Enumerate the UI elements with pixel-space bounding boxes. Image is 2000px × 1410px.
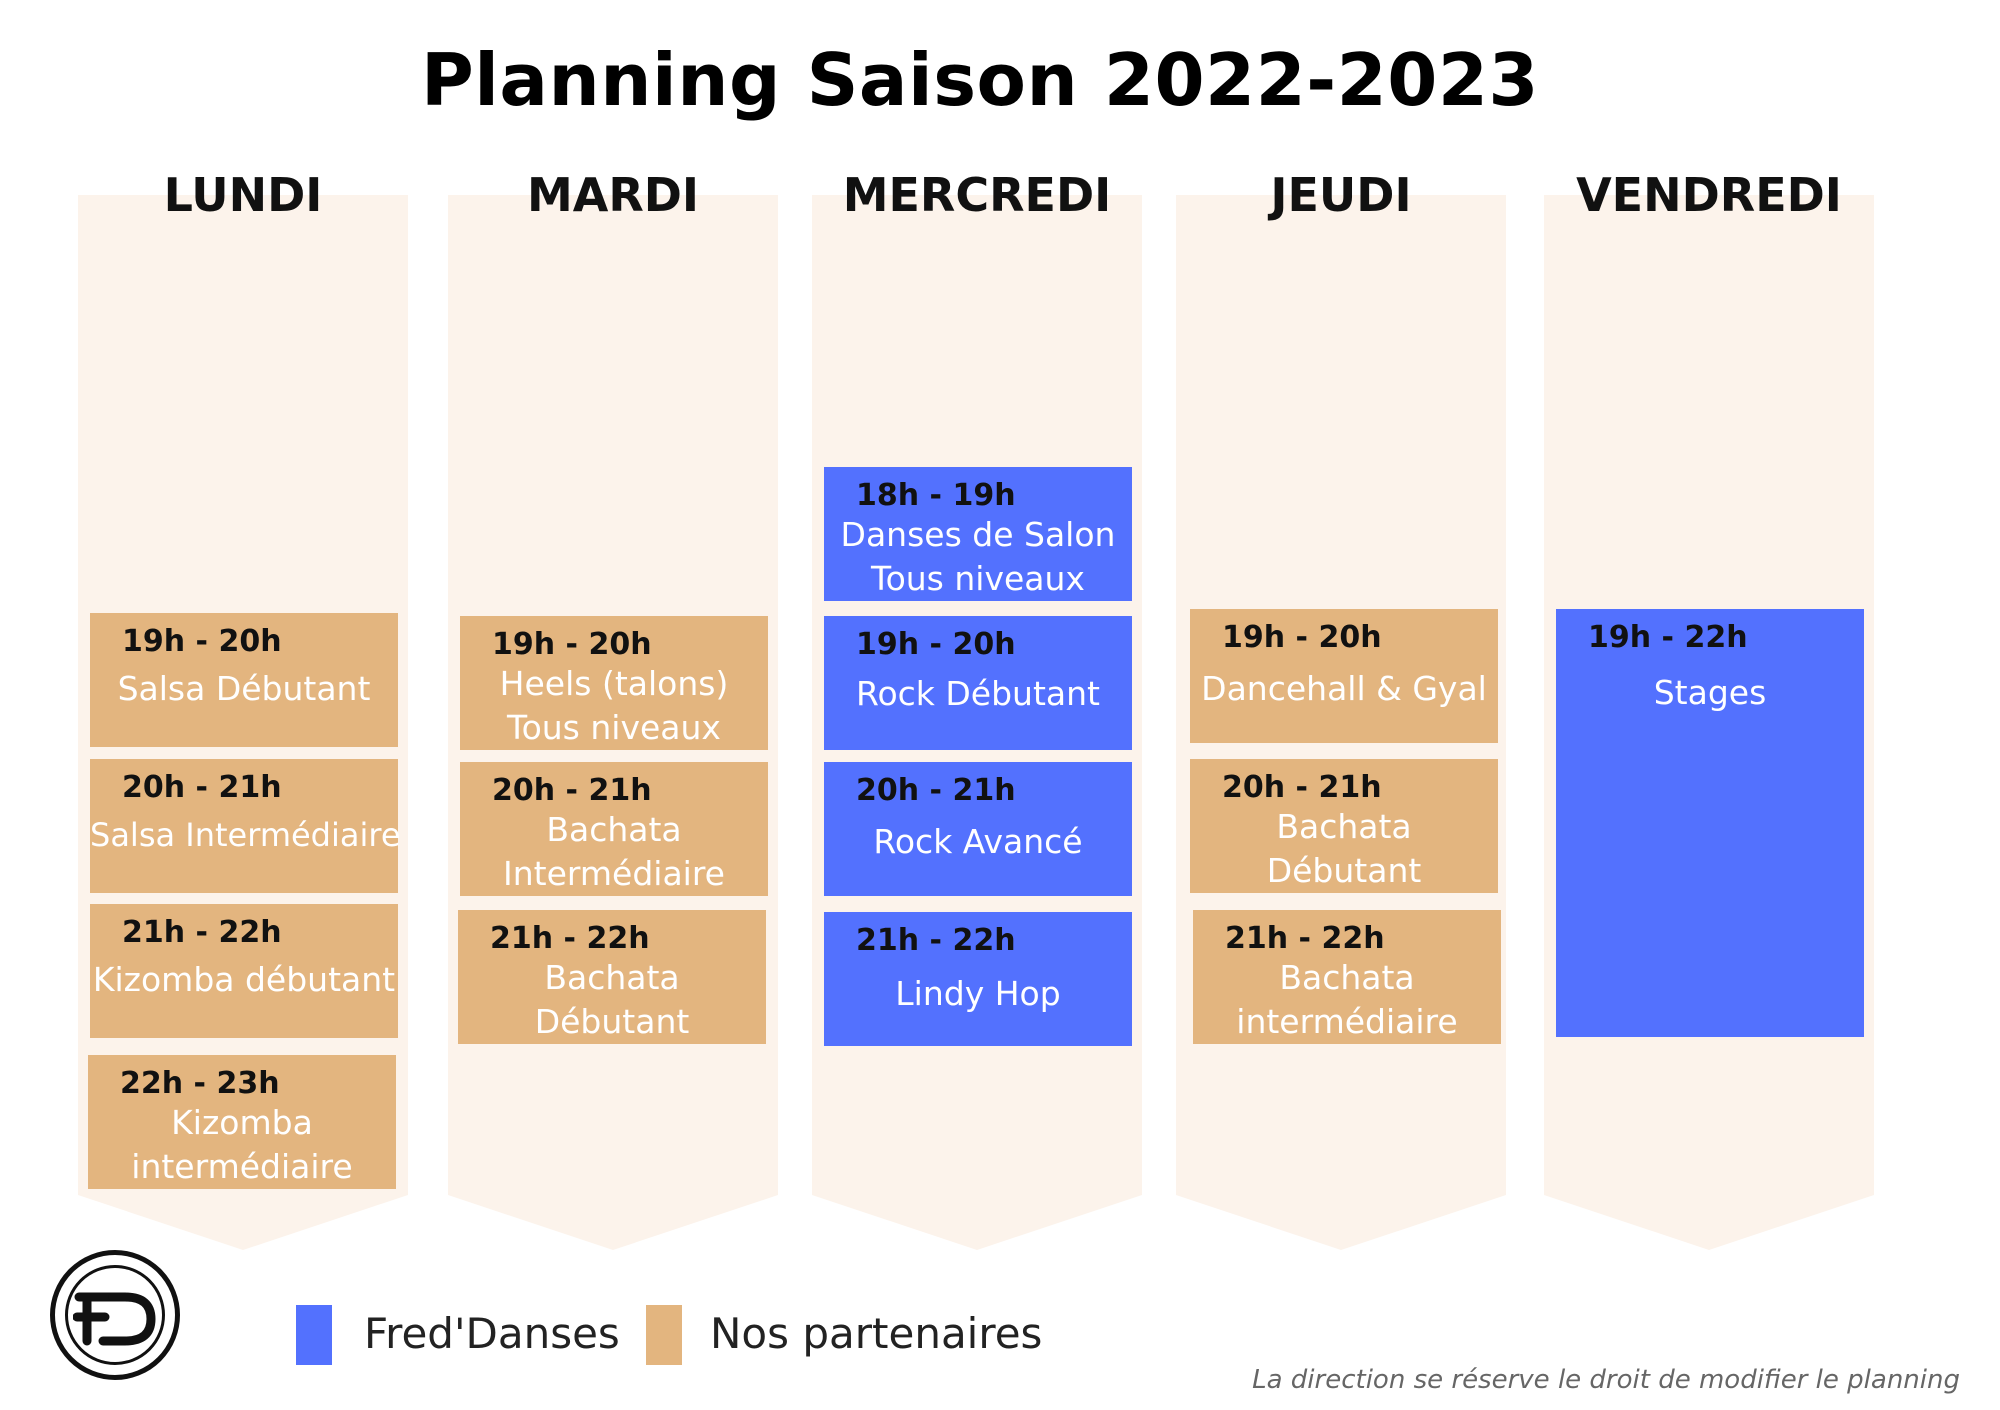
class-slot: 19h - 20h Salsa Débutant [90,613,398,747]
slot-class-name: Rock Avancé [873,822,1083,861]
legend-label-partner: Nos partenaires [710,1309,1043,1358]
day-header-mardi: MARDI [526,168,700,222]
legend-label-fred: Fred'Danses [364,1309,620,1358]
class-slot: 20h - 21h Bachata Débutant [1190,759,1498,893]
day-header-mercredi: MERCREDI [842,168,1112,222]
slot-class-name: Danses de Salon Tous niveaux [840,515,1116,598]
slot-class-name: Bachata Intermédiaire [503,810,725,893]
class-slot: 19h - 20h Rock Débutant [824,616,1132,750]
class-slot: 21h - 22h Lindy Hop [824,912,1132,1046]
slot-class-name: Heels (talons) Tous niveaux [499,664,729,747]
slot-time: 21h - 22h [490,921,650,956]
slot-class-name: Kizomba intermédiaire [131,1103,353,1186]
page-title: Planning Saison 2022-2023 [420,38,1540,122]
class-slot: 19h - 20h Heels (talons) Tous niveaux [460,616,768,750]
slot-time: 19h - 20h [1222,620,1382,655]
slot-time: 19h - 22h [1588,620,1748,655]
slot-time: 22h - 23h [120,1066,280,1101]
slot-class-name: Kizomba débutant [92,960,396,999]
slot-time: 20h - 21h [492,773,652,808]
slot-time: 21h - 22h [122,915,282,950]
slot-class-name: Stages [1653,673,1767,712]
slot-time: 19h - 20h [122,624,282,659]
slot-time: 20h - 21h [1222,770,1382,805]
slot-class-name: Dancehall & Gyal [1201,669,1487,708]
class-slot: 19h - 20h Dancehall & Gyal [1190,609,1498,743]
legend-swatch-fred [296,1305,332,1365]
slot-class-name: Lindy Hop [895,974,1061,1013]
slot-time: 19h - 20h [856,627,1016,662]
slot-time: 20h - 21h [856,773,1016,808]
class-slot: 21h - 22h Bachata intermédiaire [1193,910,1501,1044]
slot-class-name: Salsa Débutant [117,669,371,708]
slot-class-name: Salsa Intermédiaire [90,816,401,854]
day-header-lundi: LUNDI [163,168,323,222]
slot-time: 20h - 21h [122,770,282,805]
day-header-jeudi: JEUDI [1270,168,1412,222]
class-slot: 21h - 22h Kizomba débutant [90,904,398,1038]
slot-time: 19h - 20h [492,627,652,662]
disclaimer-note: La direction se réserve le droit de modi… [1252,1365,1960,1395]
slot-class-name: Bachata Débutant [534,958,690,1041]
class-slot: 20h - 21h Salsa Intermédiaire [90,759,401,893]
fred-danses-logo [50,1250,180,1380]
day-header-vendredi: VENDREDI [1576,168,1842,222]
class-slot: 19h - 22h Stages [1556,609,1864,1037]
slot-class-name: Bachata Débutant [1266,807,1422,890]
slot-class-name: Rock Débutant [856,674,1100,713]
slot-time: 18h - 19h [856,478,1016,513]
slot-time: 21h - 22h [1225,921,1385,956]
class-slot: 21h - 22h Bachata Débutant [458,910,766,1044]
legend-swatch-partner [646,1305,682,1365]
slot-time: 21h - 22h [856,923,1016,958]
class-slot: 20h - 21h Bachata Intermédiaire [460,762,768,896]
class-slot: 20h - 21h Rock Avancé [824,762,1132,896]
class-slot: 22h - 23h Kizomba intermédiaire [88,1055,396,1189]
class-slot: 18h - 19h Danses de Salon Tous niveaux [824,467,1132,601]
slot-class-name: Bachata intermédiaire [1236,958,1458,1041]
